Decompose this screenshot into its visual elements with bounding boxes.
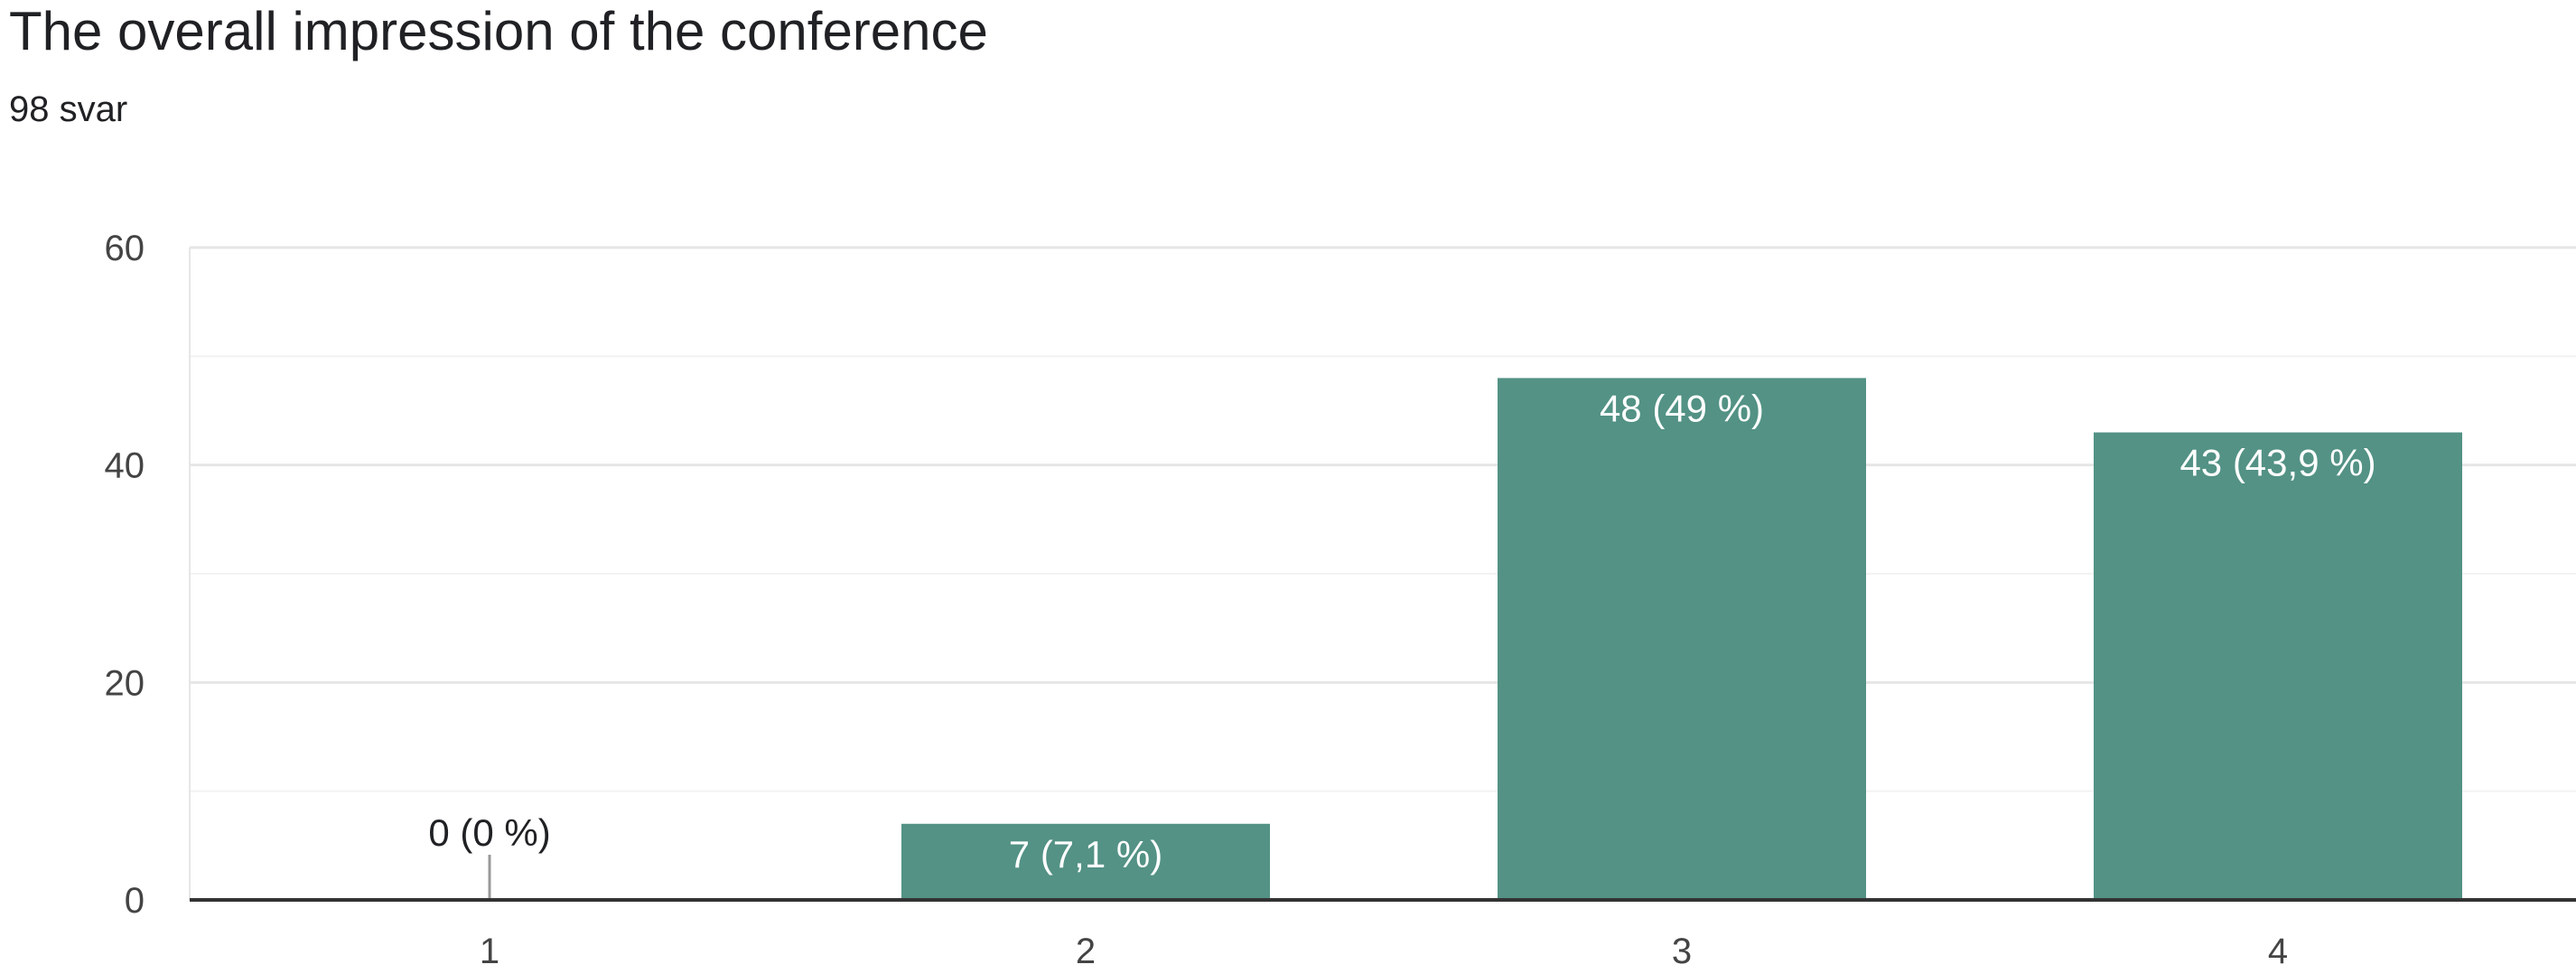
bar: [2094, 432, 2462, 901]
bar-data-label: 48 (49 %): [1600, 387, 1764, 429]
bar-data-label: 43 (43,9 %): [2179, 442, 2375, 484]
chart-title: The overall impression of the conference: [9, 1, 988, 61]
x-tick-label: 3: [1672, 932, 1692, 971]
x-tick-label: 1: [480, 932, 499, 971]
y-tick-label: 0: [125, 881, 145, 921]
x-tick-label: 4: [2268, 932, 2288, 971]
y-tick-label: 40: [105, 446, 145, 486]
y-tick-label: 60: [105, 229, 145, 268]
bar: [901, 823, 1270, 900]
bar-data-label: 7 (7,1 %): [1009, 833, 1162, 876]
bar: [1498, 378, 1866, 900]
response-count: 98 svar: [9, 89, 128, 129]
y-tick-label: 20: [105, 663, 145, 703]
bar-data-label: 0 (0 %): [428, 811, 550, 854]
x-tick-label: 2: [1076, 932, 1096, 971]
